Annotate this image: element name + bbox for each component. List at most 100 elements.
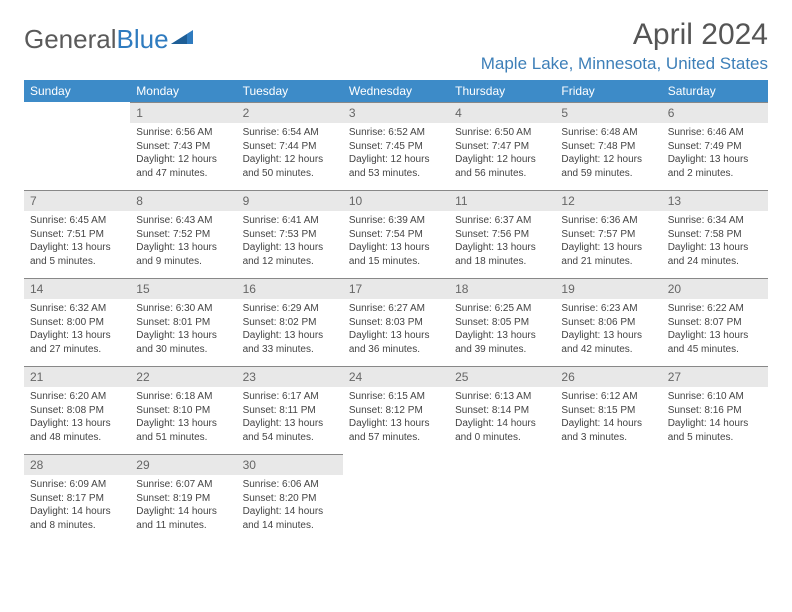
day-body: Sunrise: 6:43 AMSunset: 7:52 PMDaylight:… [130, 211, 236, 274]
day-body: Sunrise: 6:56 AMSunset: 7:43 PMDaylight:… [130, 123, 236, 186]
sunset-line: Sunset: 7:53 PM [243, 228, 337, 242]
daylight-line: Daylight: 12 hours and 50 minutes. [243, 153, 337, 180]
sunrise-line: Sunrise: 6:20 AM [30, 390, 124, 404]
weekday-header: Saturday [662, 80, 768, 102]
sunset-line: Sunset: 8:05 PM [455, 316, 549, 330]
day-body: Sunrise: 6:06 AMSunset: 8:20 PMDaylight:… [237, 475, 343, 538]
sunset-line: Sunset: 8:16 PM [668, 404, 762, 418]
day-body: Sunrise: 6:22 AMSunset: 8:07 PMDaylight:… [662, 299, 768, 362]
daylight-line: Daylight: 14 hours and 3 minutes. [561, 417, 655, 444]
daylight-line: Daylight: 13 hours and 57 minutes. [349, 417, 443, 444]
day-number: 25 [449, 366, 555, 387]
daylight-line: Daylight: 13 hours and 15 minutes. [349, 241, 443, 268]
daylight-line: Daylight: 13 hours and 51 minutes. [136, 417, 230, 444]
daylight-line: Daylight: 13 hours and 33 minutes. [243, 329, 337, 356]
sunrise-line: Sunrise: 6:52 AM [349, 126, 443, 140]
calendar-day-cell [343, 454, 449, 542]
sunset-line: Sunset: 8:03 PM [349, 316, 443, 330]
calendar-day-cell: 28Sunrise: 6:09 AMSunset: 8:17 PMDayligh… [24, 454, 130, 542]
calendar-day-cell: 10Sunrise: 6:39 AMSunset: 7:54 PMDayligh… [343, 190, 449, 278]
calendar-day-cell: 15Sunrise: 6:30 AMSunset: 8:01 PMDayligh… [130, 278, 236, 366]
sunrise-line: Sunrise: 6:18 AM [136, 390, 230, 404]
day-number: 20 [662, 278, 768, 299]
day-body: Sunrise: 6:20 AMSunset: 8:08 PMDaylight:… [24, 387, 130, 450]
daylight-line: Daylight: 13 hours and 45 minutes. [668, 329, 762, 356]
daylight-line: Daylight: 13 hours and 5 minutes. [30, 241, 124, 268]
sunset-line: Sunset: 7:54 PM [349, 228, 443, 242]
daylight-line: Daylight: 13 hours and 39 minutes. [455, 329, 549, 356]
sunset-line: Sunset: 7:48 PM [561, 140, 655, 154]
day-body: Sunrise: 6:37 AMSunset: 7:56 PMDaylight:… [449, 211, 555, 274]
logo-triangle-icon [171, 20, 193, 51]
day-body: Sunrise: 6:13 AMSunset: 8:14 PMDaylight:… [449, 387, 555, 450]
weekday-header: Sunday [24, 80, 130, 102]
calendar-day-cell: 3Sunrise: 6:52 AMSunset: 7:45 PMDaylight… [343, 102, 449, 190]
sunset-line: Sunset: 8:10 PM [136, 404, 230, 418]
day-number: 13 [662, 190, 768, 211]
day-body: Sunrise: 6:07 AMSunset: 8:19 PMDaylight:… [130, 475, 236, 538]
day-body: Sunrise: 6:45 AMSunset: 7:51 PMDaylight:… [24, 211, 130, 274]
day-number: 5 [555, 102, 661, 123]
day-number: 6 [662, 102, 768, 123]
calendar-day-cell: 6Sunrise: 6:46 AMSunset: 7:49 PMDaylight… [662, 102, 768, 190]
sunrise-line: Sunrise: 6:45 AM [30, 214, 124, 228]
daylight-line: Daylight: 14 hours and 14 minutes. [243, 505, 337, 532]
sunrise-line: Sunrise: 6:23 AM [561, 302, 655, 316]
day-body: Sunrise: 6:27 AMSunset: 8:03 PMDaylight:… [343, 299, 449, 362]
sunset-line: Sunset: 8:15 PM [561, 404, 655, 418]
day-body: Sunrise: 6:29 AMSunset: 8:02 PMDaylight:… [237, 299, 343, 362]
sunset-line: Sunset: 8:06 PM [561, 316, 655, 330]
day-body: Sunrise: 6:12 AMSunset: 8:15 PMDaylight:… [555, 387, 661, 450]
weekday-header: Thursday [449, 80, 555, 102]
sunset-line: Sunset: 8:00 PM [30, 316, 124, 330]
calendar-day-cell: 29Sunrise: 6:07 AMSunset: 8:19 PMDayligh… [130, 454, 236, 542]
daylight-line: Daylight: 12 hours and 53 minutes. [349, 153, 443, 180]
sunrise-line: Sunrise: 6:06 AM [243, 478, 337, 492]
sunrise-line: Sunrise: 6:07 AM [136, 478, 230, 492]
sunset-line: Sunset: 8:11 PM [243, 404, 337, 418]
sunrise-line: Sunrise: 6:22 AM [668, 302, 762, 316]
daylight-line: Daylight: 14 hours and 11 minutes. [136, 505, 230, 532]
day-number: 16 [237, 278, 343, 299]
calendar-day-cell: 24Sunrise: 6:15 AMSunset: 8:12 PMDayligh… [343, 366, 449, 454]
day-number: 17 [343, 278, 449, 299]
calendar-day-cell: 4Sunrise: 6:50 AMSunset: 7:47 PMDaylight… [449, 102, 555, 190]
sunset-line: Sunset: 7:52 PM [136, 228, 230, 242]
daylight-line: Daylight: 13 hours and 12 minutes. [243, 241, 337, 268]
calendar-table: SundayMondayTuesdayWednesdayThursdayFrid… [24, 80, 768, 542]
title-block: April 2024 Maple Lake, Minnesota, United… [481, 18, 768, 74]
calendar-day-cell: 20Sunrise: 6:22 AMSunset: 8:07 PMDayligh… [662, 278, 768, 366]
sunrise-line: Sunrise: 6:48 AM [561, 126, 655, 140]
sunrise-line: Sunrise: 6:37 AM [455, 214, 549, 228]
weekday-header: Friday [555, 80, 661, 102]
month-title: April 2024 [481, 18, 768, 52]
sunset-line: Sunset: 7:58 PM [668, 228, 762, 242]
calendar-day-cell: 26Sunrise: 6:12 AMSunset: 8:15 PMDayligh… [555, 366, 661, 454]
day-number: 15 [130, 278, 236, 299]
day-body: Sunrise: 6:09 AMSunset: 8:17 PMDaylight:… [24, 475, 130, 538]
sunset-line: Sunset: 7:45 PM [349, 140, 443, 154]
day-number: 30 [237, 454, 343, 475]
day-body: Sunrise: 6:30 AMSunset: 8:01 PMDaylight:… [130, 299, 236, 362]
sunset-line: Sunset: 7:47 PM [455, 140, 549, 154]
calendar-day-cell: 11Sunrise: 6:37 AMSunset: 7:56 PMDayligh… [449, 190, 555, 278]
calendar-day-cell: 5Sunrise: 6:48 AMSunset: 7:48 PMDaylight… [555, 102, 661, 190]
sunset-line: Sunset: 8:02 PM [243, 316, 337, 330]
sunrise-line: Sunrise: 6:09 AM [30, 478, 124, 492]
sunrise-line: Sunrise: 6:54 AM [243, 126, 337, 140]
daylight-line: Daylight: 14 hours and 8 minutes. [30, 505, 124, 532]
calendar-day-cell: 1Sunrise: 6:56 AMSunset: 7:43 PMDaylight… [130, 102, 236, 190]
day-body: Sunrise: 6:25 AMSunset: 8:05 PMDaylight:… [449, 299, 555, 362]
day-body: Sunrise: 6:46 AMSunset: 7:49 PMDaylight:… [662, 123, 768, 186]
daylight-line: Daylight: 14 hours and 5 minutes. [668, 417, 762, 444]
daylight-line: Daylight: 13 hours and 18 minutes. [455, 241, 549, 268]
daylight-line: Daylight: 13 hours and 9 minutes. [136, 241, 230, 268]
sunrise-line: Sunrise: 6:56 AM [136, 126, 230, 140]
sunrise-line: Sunrise: 6:27 AM [349, 302, 443, 316]
calendar-day-cell: 19Sunrise: 6:23 AMSunset: 8:06 PMDayligh… [555, 278, 661, 366]
calendar-day-cell [24, 102, 130, 190]
day-number: 26 [555, 366, 661, 387]
calendar-day-cell: 17Sunrise: 6:27 AMSunset: 8:03 PMDayligh… [343, 278, 449, 366]
sunrise-line: Sunrise: 6:39 AM [349, 214, 443, 228]
sunrise-line: Sunrise: 6:46 AM [668, 126, 762, 140]
